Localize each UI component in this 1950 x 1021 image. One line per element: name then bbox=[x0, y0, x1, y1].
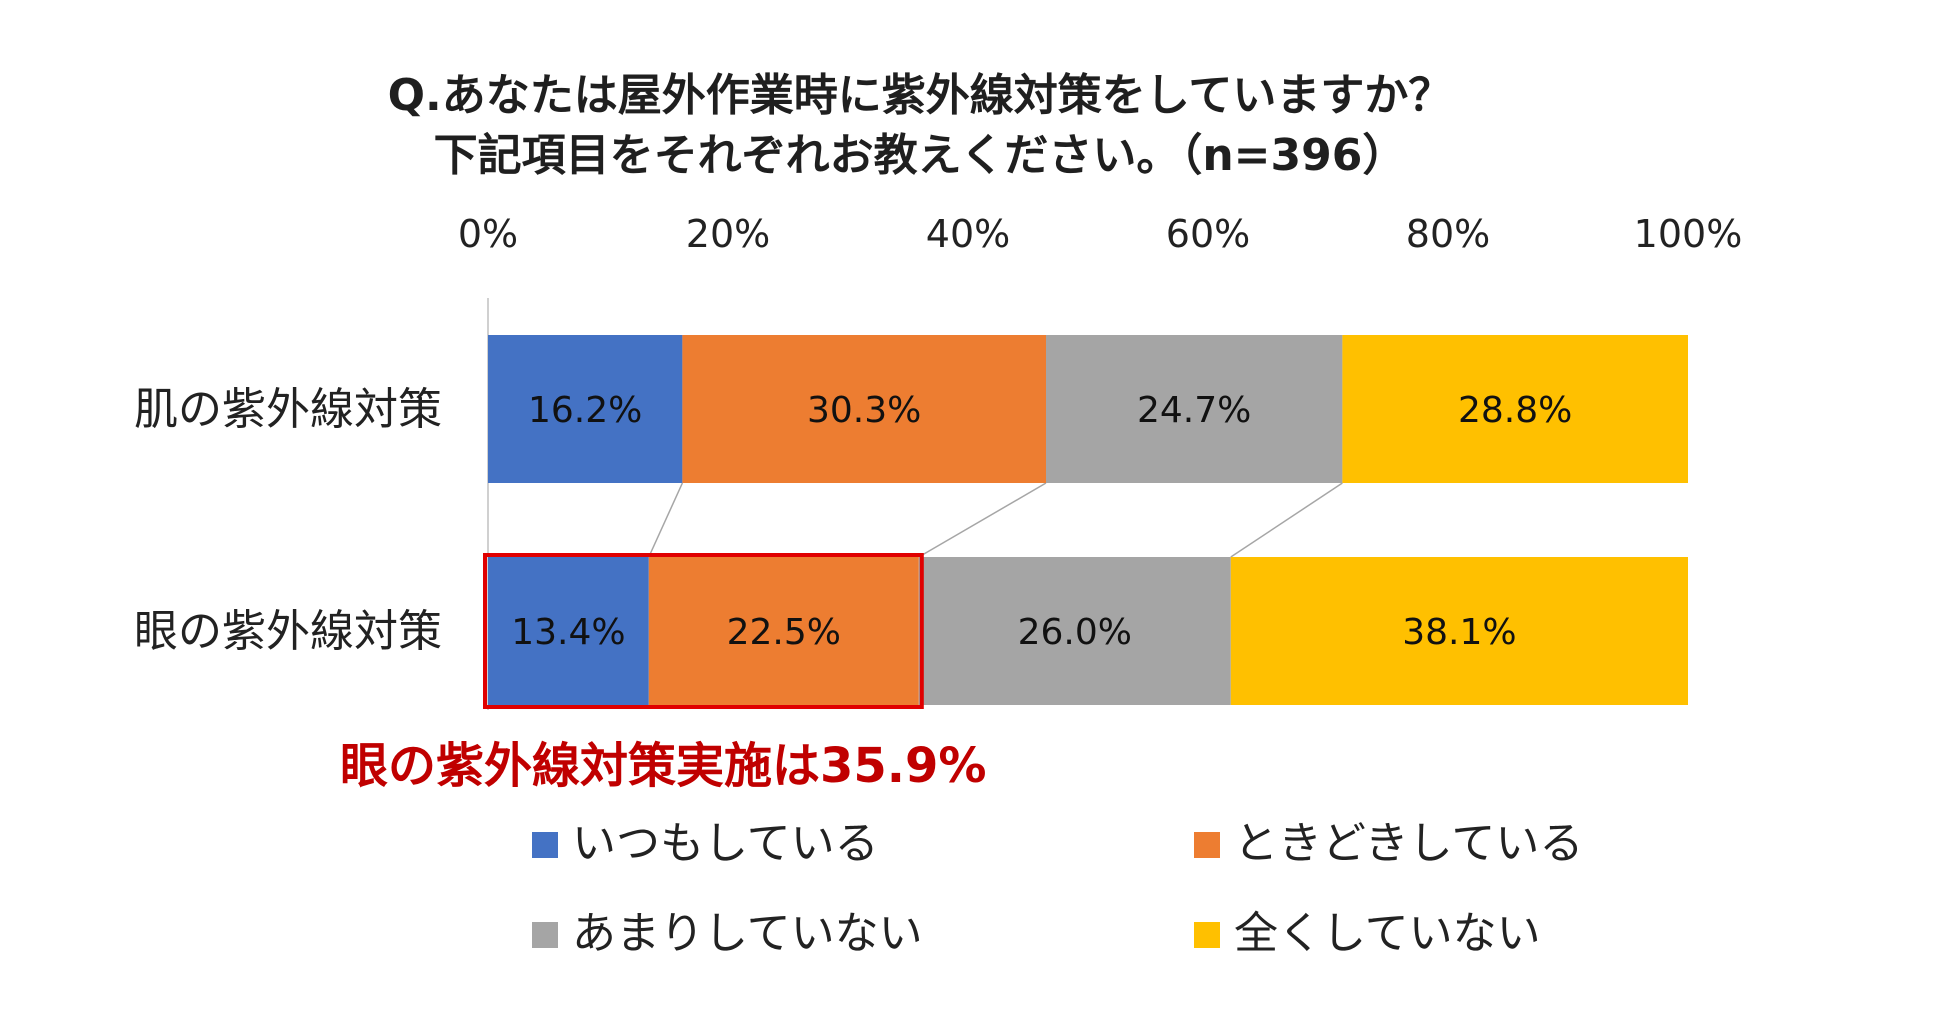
category-label: 眼の紫外線対策 bbox=[134, 606, 442, 657]
legend-label: ときどきしている bbox=[1234, 818, 1583, 869]
data-label: 38.1% bbox=[1402, 612, 1516, 653]
legend-swatch bbox=[1194, 832, 1220, 858]
x-tick-label: 100% bbox=[1634, 212, 1743, 256]
x-tick-label: 80% bbox=[1406, 212, 1490, 256]
data-labels: 16.2% 30.3% 24.7% 28.8% 13.4% 22.5% 26.0% 38.1% bbox=[511, 390, 1572, 653]
bar-segment bbox=[1230, 557, 1688, 705]
data-label: 22.5% bbox=[727, 612, 841, 653]
legend-label: 全くしていない bbox=[1234, 908, 1541, 959]
legend-swatch bbox=[532, 922, 558, 948]
legend-swatch bbox=[1194, 922, 1220, 948]
x-tick-label: 40% bbox=[926, 212, 1010, 256]
bar-segment bbox=[1342, 335, 1688, 483]
annotation-callout: 眼の紫外線対策実施は35.9% bbox=[340, 738, 987, 794]
bar-segment bbox=[488, 557, 649, 705]
bar-segments bbox=[488, 335, 1688, 705]
chart-title-line-1: Q.あなたは屋外作業時に紫外線対策をしていますか？ bbox=[388, 70, 1453, 121]
highlight-box bbox=[483, 553, 924, 709]
bar-segment bbox=[918, 557, 1231, 705]
connector-line bbox=[1230, 482, 1343, 558]
bar-segment bbox=[648, 557, 919, 705]
category-label: 肌の紫外線対策 bbox=[134, 384, 442, 435]
chart-title-line-2: 下記項目をそれぞれお教えください。（n=396） bbox=[434, 130, 1407, 181]
x-tick-label: 0% bbox=[458, 212, 518, 256]
series-connector-lines bbox=[648, 482, 1343, 558]
bar-segment bbox=[488, 335, 683, 483]
legend-swatch bbox=[532, 832, 558, 858]
legend-label: いつもしている bbox=[572, 818, 879, 869]
x-axis-ticks: 0% 20% 40% 60% 80% 100% bbox=[458, 212, 1742, 256]
data-label: 28.8% bbox=[1458, 390, 1572, 431]
x-tick-label: 20% bbox=[686, 212, 770, 256]
bar-segment bbox=[1046, 335, 1343, 483]
data-label: 16.2% bbox=[528, 390, 642, 431]
chart-title: Q.あなたは屋外作業時に紫外線対策をしていますか？ 下記項目をそれぞれお教えくだ… bbox=[388, 70, 1453, 181]
legend-label: あまりしていない bbox=[572, 908, 923, 959]
data-label: 26.0% bbox=[1018, 612, 1132, 653]
connector-line bbox=[648, 482, 684, 558]
bar-segment bbox=[682, 335, 1046, 483]
data-label: 24.7% bbox=[1137, 390, 1251, 431]
data-label: 30.3% bbox=[807, 390, 921, 431]
connector-line bbox=[918, 482, 1047, 558]
x-tick-label: 60% bbox=[1166, 212, 1250, 256]
data-label: 13.4% bbox=[511, 612, 625, 653]
